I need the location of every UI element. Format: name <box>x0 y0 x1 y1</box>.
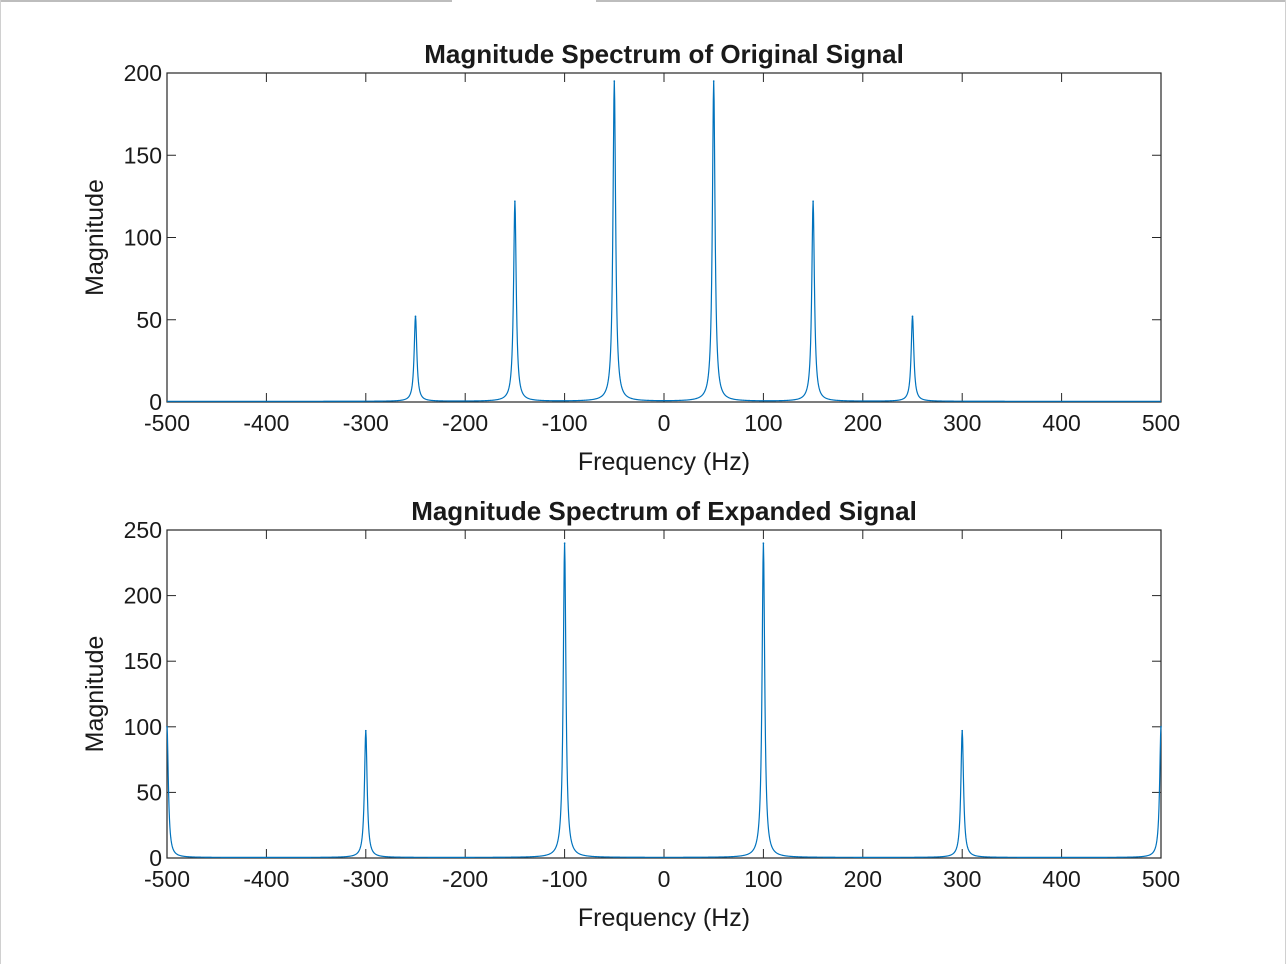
spectrum-line <box>166 542 1162 858</box>
x-tick-label: 500 <box>1142 866 1180 892</box>
x-tick-label: -400 <box>243 866 289 892</box>
window-edge-top-left <box>0 0 452 2</box>
y-tick-label: 0 <box>149 845 162 871</box>
chart-title: Magnitude Spectrum of Original Signal <box>424 39 904 69</box>
spectrum-peak-point <box>166 726 168 728</box>
spectrum-peak-point <box>712 80 715 83</box>
y-tick-label: 100 <box>124 225 162 251</box>
x-tick-label: -200 <box>442 866 488 892</box>
x-tick-label: -400 <box>243 410 289 436</box>
window-edge-top-right <box>596 0 1286 2</box>
axes-box <box>166 72 1162 403</box>
spectrum-peak-point <box>365 729 367 732</box>
spectrum-peak-point <box>961 729 963 732</box>
y-tick-label: 150 <box>124 142 162 168</box>
spectrum-peak-point <box>762 542 765 544</box>
x-tick-label: 0 <box>658 866 671 892</box>
window-edge-left <box>0 0 1 964</box>
x-tick-label: -100 <box>542 866 588 892</box>
x-tick-label: 200 <box>844 410 882 436</box>
y-tick-label: 150 <box>124 648 162 674</box>
y-tick-label: 200 <box>124 60 162 86</box>
y-tick-label: 0 <box>149 389 162 415</box>
y-axis-label: Magnitude <box>81 179 109 296</box>
x-tick-label: 100 <box>744 866 782 892</box>
x-axis-label: Frequency (Hz) <box>578 448 750 476</box>
x-tick-label: 400 <box>1042 866 1080 892</box>
y-tick-label: 50 <box>136 779 162 805</box>
x-tick-label: -200 <box>442 410 488 436</box>
x-tick-label: -500 <box>144 866 190 892</box>
x-tick-label: 400 <box>1042 410 1080 436</box>
y-tick-label: 50 <box>136 307 162 333</box>
spectrum-peak-point <box>911 315 914 318</box>
spectrum-peak-point <box>514 200 516 203</box>
x-tick-label: 500 <box>1142 410 1180 436</box>
x-tick-label: -500 <box>144 410 190 436</box>
x-tick-label: -100 <box>542 410 588 436</box>
y-axis-label: Magnitude <box>81 636 109 753</box>
spectrum-peak-point <box>563 542 566 544</box>
y-tick-label: 200 <box>124 583 162 609</box>
spectrum-peak-point <box>414 315 417 318</box>
y-tick-label: 250 <box>124 517 162 543</box>
spectrum-peak-point <box>613 80 616 83</box>
x-tick-label: -300 <box>343 866 389 892</box>
x-tick-label: 100 <box>744 410 782 436</box>
x-tick-label: 0 <box>658 410 671 436</box>
y-tick-label: 100 <box>124 714 162 740</box>
spectrum-peak-point <box>1160 726 1162 728</box>
subplot-original-signal: -500 -400 -300 -200 -100 0 100 200 300 400 500 0 50 1… <box>81 39 1180 476</box>
x-tick-label: 300 <box>943 866 981 892</box>
spectrum-line <box>167 80 1161 402</box>
axes-box <box>166 529 1162 859</box>
x-axis-label: Frequency (Hz) <box>578 904 750 932</box>
subplot-expanded-signal: -500 -400 -300 -200 -100 0 100 200 300 400 500 0 50 1… <box>81 496 1180 932</box>
chart-title: Magnitude Spectrum of Expanded Signal <box>411 496 917 526</box>
x-tick-label: 200 <box>844 866 882 892</box>
x-tick-label: -300 <box>343 410 389 436</box>
spectrum-peak-point <box>812 200 814 203</box>
x-tick-label: 300 <box>943 410 981 436</box>
